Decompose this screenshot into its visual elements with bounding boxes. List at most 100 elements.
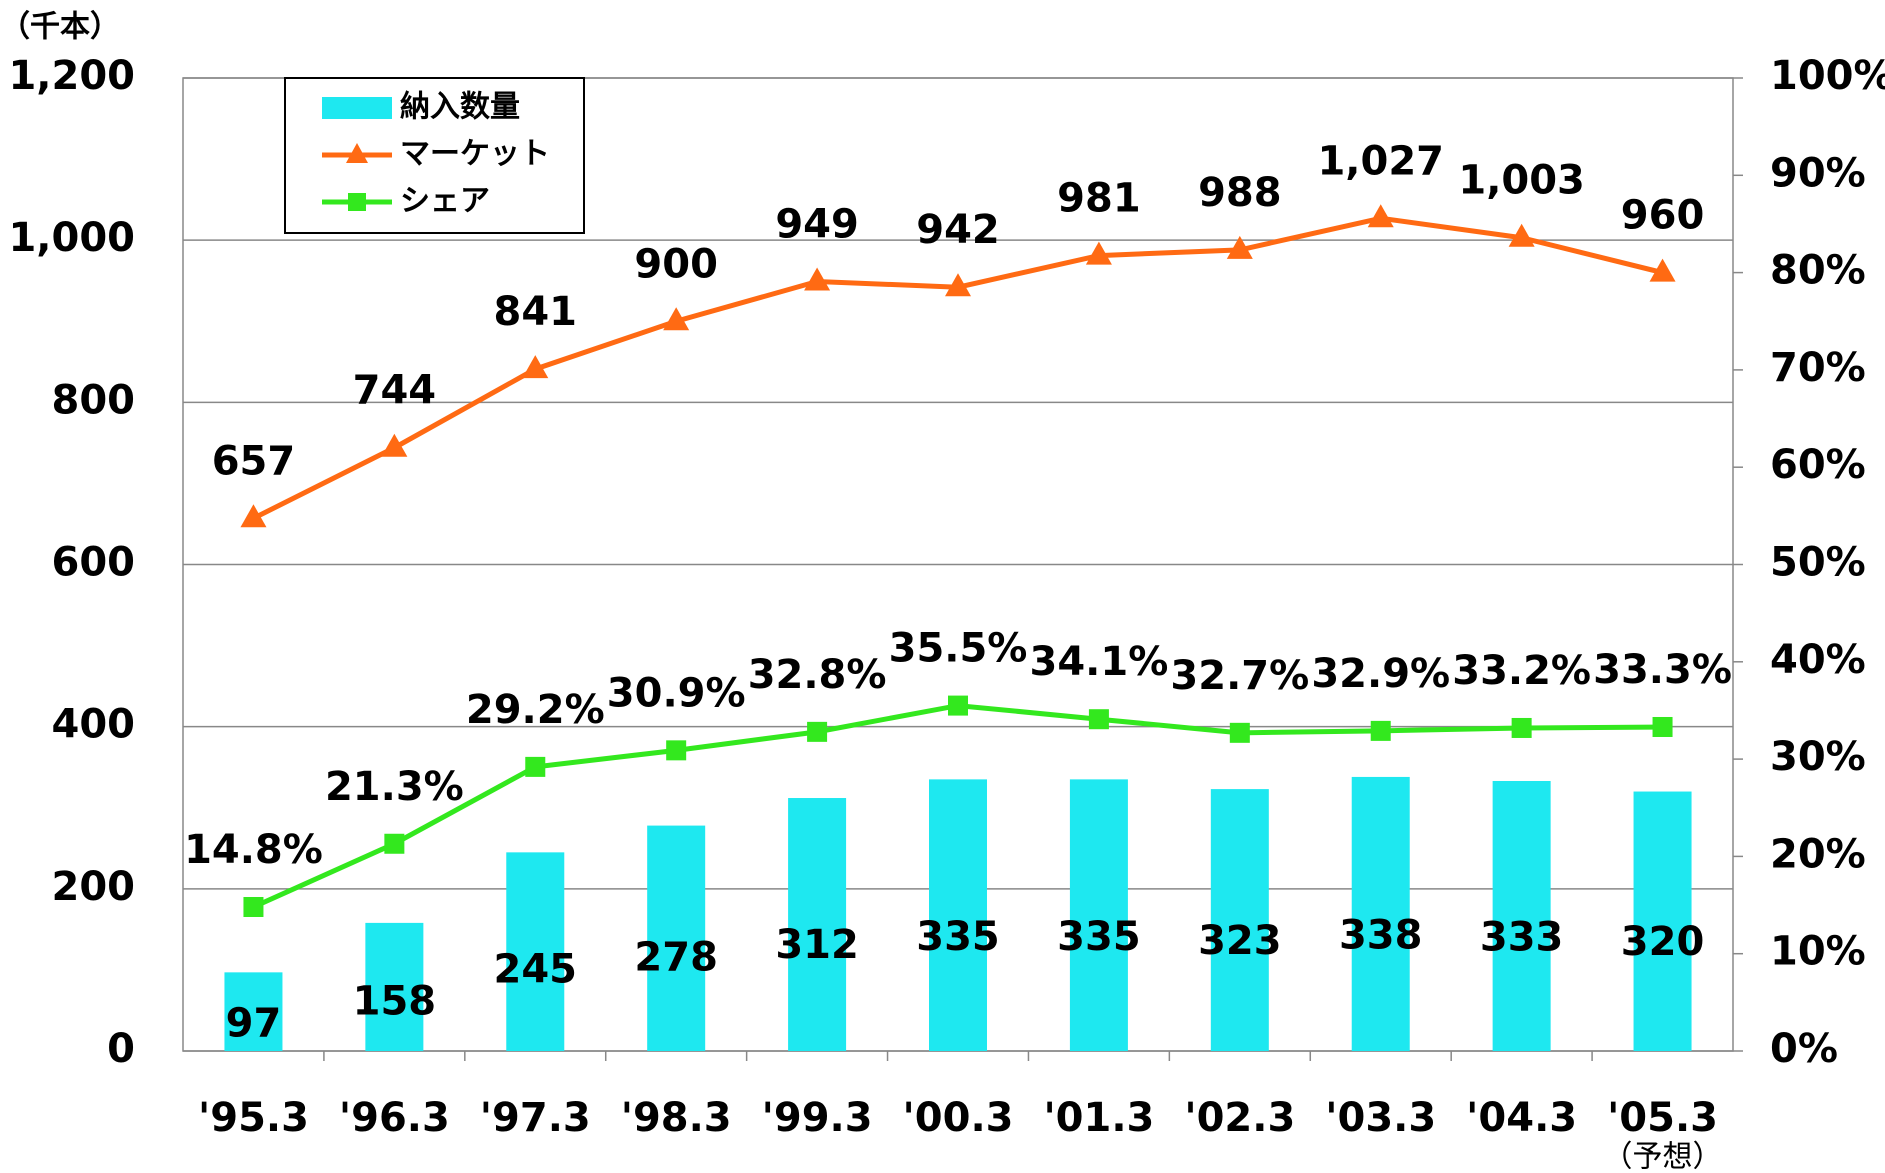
marker [1229, 722, 1250, 743]
marker [945, 273, 971, 297]
x-tick-label: '05.3 [1607, 1095, 1718, 1141]
y2-tick-label: 100% [1770, 53, 1885, 99]
legend-marker [346, 143, 368, 163]
line-value-label: 949 [775, 202, 859, 248]
marker [1649, 258, 1676, 282]
bar [1210, 789, 1269, 1051]
marker [1088, 709, 1109, 730]
line-value-label: 744 [353, 368, 437, 414]
y2-tick-label: 90% [1770, 150, 1866, 196]
bar-value-label: 312 [775, 922, 859, 968]
y2-tick-label: 80% [1770, 248, 1866, 294]
marker [666, 740, 687, 761]
line-value-label: 1,027 [1317, 138, 1444, 184]
legend-swatch [322, 97, 392, 119]
y-tick-label: 400 [52, 702, 136, 748]
y2-tick-label: 10% [1770, 929, 1866, 975]
marker [1511, 717, 1532, 738]
line-value-label: 33.3% [1593, 647, 1732, 693]
x-tick-label: '98.3 [621, 1095, 732, 1141]
y2-tick-label: 50% [1770, 540, 1866, 586]
y2-tick-label: 0% [1770, 1026, 1838, 1072]
legend-label: 納入数量 [400, 90, 520, 125]
marker [240, 504, 267, 528]
bar-value-label: 323 [1198, 918, 1282, 964]
line-value-label: 35.5% [889, 626, 1028, 672]
line-value-label: 32.9% [1311, 651, 1450, 697]
marker [1370, 720, 1391, 741]
x-tick-label: '04.3 [1466, 1095, 1577, 1141]
marker [663, 307, 690, 331]
line-value-label: 33.2% [1452, 648, 1591, 694]
bar-value-label: 335 [1057, 914, 1141, 960]
bar-value-label: 320 [1621, 919, 1705, 965]
legend-marker [348, 193, 366, 211]
bar [788, 798, 847, 1051]
marker [948, 695, 968, 716]
line-value-label: 30.9% [607, 670, 746, 716]
y-tick-label: 800 [52, 377, 136, 423]
bar [1492, 780, 1551, 1051]
bar [1069, 779, 1128, 1051]
y-tick-label: 1,200 [8, 53, 135, 99]
bar-value-label: 158 [353, 978, 437, 1024]
bar [224, 972, 283, 1051]
line-value-label: 657 [212, 438, 296, 484]
bar [929, 779, 987, 1051]
marker [804, 267, 831, 291]
legend-label: マーケット [400, 137, 550, 172]
y-tick-label: 200 [52, 864, 136, 910]
marker [1367, 204, 1394, 228]
line-value-label: 21.3% [325, 764, 464, 810]
x-tick-label: '96.3 [339, 1095, 450, 1141]
bar-value-label: 278 [634, 935, 718, 981]
marker [525, 756, 546, 777]
line-value-label: 29.2% [466, 687, 605, 733]
line-value-label: 1,003 [1458, 158, 1585, 204]
line-value-label: 34.1% [1030, 639, 1169, 685]
marker [1652, 716, 1673, 737]
marker [1508, 223, 1535, 247]
bar-value-label: 333 [1480, 914, 1564, 960]
marker [384, 833, 405, 854]
legend-label: シェア [400, 184, 490, 219]
x-tick-label: '01.3 [1043, 1095, 1154, 1141]
bar [647, 825, 706, 1051]
marker [243, 896, 264, 917]
line-value-label: 988 [1198, 170, 1282, 216]
bar-value-label: 97 [226, 1001, 282, 1047]
marker [522, 355, 549, 379]
bar [1633, 791, 1692, 1051]
y-tick-label: 600 [52, 540, 136, 586]
line [252, 215, 1664, 521]
x-tick-label: '95.3 [198, 1095, 309, 1141]
bar [506, 852, 565, 1051]
y2-tick-label: 70% [1770, 345, 1866, 391]
line-value-label: 32.8% [748, 652, 887, 698]
bar-value-label: 335 [916, 914, 1000, 960]
note: （予想） [1603, 1140, 1723, 1173]
bar [365, 922, 424, 1051]
bar [1351, 776, 1410, 1051]
marker [807, 721, 828, 742]
y2-tick-label: 20% [1770, 831, 1866, 877]
marker [381, 433, 408, 457]
x-tick-label: '00.3 [903, 1095, 1014, 1141]
x-tick-label: '03.3 [1325, 1095, 1436, 1141]
x-tick-label: '97.3 [480, 1095, 591, 1141]
bar-value-label: 245 [494, 947, 578, 993]
line-value-label: 14.8% [184, 827, 323, 873]
unit-label: （千本） [0, 10, 120, 45]
x-tick-label: '02.3 [1184, 1095, 1295, 1141]
line-value-label: 981 [1057, 176, 1141, 222]
line-value-label: 960 [1621, 193, 1705, 239]
marker [1085, 241, 1112, 265]
line-value-label: 32.7% [1170, 653, 1309, 699]
y2-tick-label: 60% [1770, 442, 1866, 488]
x-tick-label: '99.3 [762, 1095, 873, 1141]
marker [1226, 235, 1253, 259]
line-value-label: 900 [634, 241, 718, 287]
y-tick-label: 1,000 [8, 215, 135, 261]
line-value-label: 841 [494, 289, 578, 335]
y-tick-label: 0 [107, 1026, 135, 1072]
